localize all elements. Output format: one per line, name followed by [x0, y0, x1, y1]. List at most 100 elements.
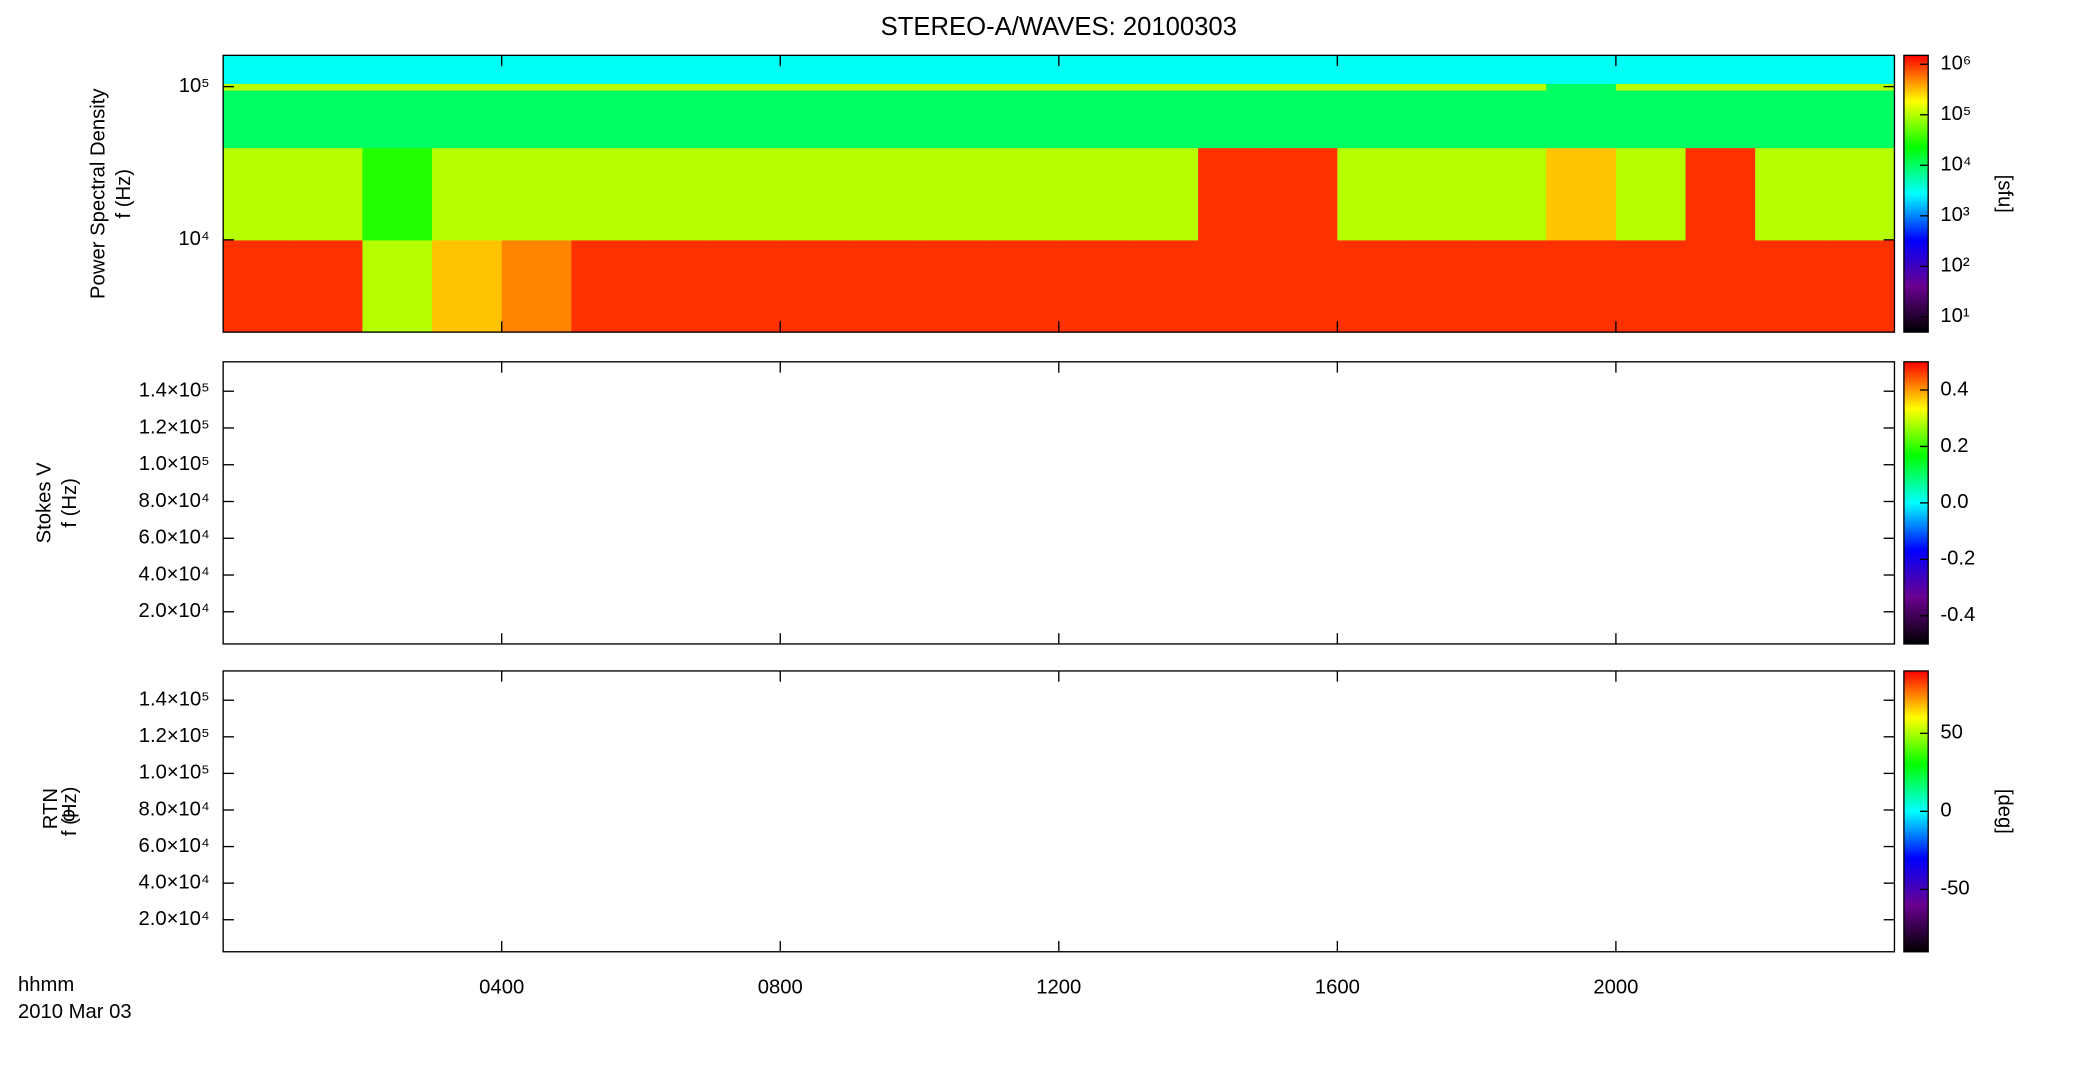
spectrogram-cell — [1128, 147, 1199, 241]
colorbar-tick-label: 10² — [1940, 255, 1970, 277]
spectrogram-cell — [1337, 239, 1408, 333]
spectrogram-cell — [1406, 239, 1478, 333]
spectrogram-cell — [571, 83, 642, 91]
y-axis-label-subscript: RTN — [40, 788, 62, 829]
spectrogram-cell — [1755, 83, 1826, 91]
spectrogram-cell — [919, 83, 990, 91]
spectrogram-cell — [362, 239, 433, 333]
spectrogram-cell — [1476, 83, 1547, 91]
spectrogram-cell — [362, 55, 433, 84]
colorbar-tick-label: -0.2 — [1940, 548, 1975, 570]
spectrogram-cell — [989, 83, 1060, 91]
y-axis-label: φ — [58, 809, 80, 822]
spectrogram-cell — [1685, 90, 1756, 149]
spectrogram-cell — [292, 239, 363, 333]
spectrogram-cell — [1337, 83, 1408, 91]
spectrogram-cell — [223, 147, 294, 241]
plot-frame — [222, 361, 1896, 645]
x-tick-label: 0400 — [479, 977, 524, 999]
spectrogram-cell — [1267, 83, 1338, 91]
spectrogram-cell — [292, 90, 363, 149]
y-tick-label: 1.0×10⁵ — [139, 762, 210, 784]
spectrogram-cell — [1476, 239, 1547, 333]
colorbar-tick-label: -0.4 — [1940, 604, 1975, 626]
colorbar-tick-label: 10⁴ — [1940, 154, 1971, 176]
spectrogram-cell — [710, 83, 781, 91]
colorbar-tick-label: 50 — [1940, 722, 1963, 744]
spectrogram-cell — [1128, 90, 1199, 149]
spectrogram-cell — [640, 239, 712, 333]
spectrogram-cell — [1128, 239, 1199, 333]
spectrogram-cell — [710, 239, 781, 333]
spectrogram-cell — [223, 239, 294, 333]
y-tick-label: 6.0×10⁴ — [138, 835, 209, 857]
spectrogram-cell — [571, 55, 642, 84]
colorbar-tick-label: 0.0 — [1940, 491, 1968, 513]
y-tick-label: 1.0×10⁵ — [139, 453, 210, 475]
spectrogram-cell — [1546, 55, 1617, 84]
spectrogram-cell — [362, 90, 433, 149]
colorbar-label: [deg] — [1993, 789, 2015, 834]
x-tick-label: 1600 — [1315, 977, 1360, 999]
spectrogram-cell — [1546, 90, 1617, 149]
spectrogram-cell — [571, 90, 642, 149]
spectrogram-cell — [362, 147, 433, 241]
spectrogram-cell — [223, 83, 294, 91]
spectrogram-cell — [1058, 55, 1129, 84]
spectrogram-cell — [1546, 83, 1617, 91]
spectrogram-cell — [1685, 147, 1756, 241]
y-tick-label: 8.0×10⁴ — [138, 490, 209, 512]
spectrogram-cell — [1476, 55, 1547, 84]
spectrogram-cell — [1058, 90, 1129, 149]
y-axis-label: f (Hz) — [113, 169, 135, 219]
spectrogram-cell — [501, 83, 572, 91]
spectrogram-cell — [919, 147, 990, 241]
spectrogram-cell — [501, 239, 572, 333]
y-tick-label: 1.4×10⁵ — [139, 689, 210, 711]
spectrogram-cell — [1058, 83, 1129, 91]
spectrogram-cell — [1128, 83, 1199, 91]
spectrogram-cell — [1755, 55, 1826, 84]
spectrogram-cell — [571, 147, 642, 241]
y-tick-label: 1.2×10⁵ — [139, 725, 210, 747]
spectrogram-cell — [1546, 239, 1617, 333]
spectrogram-cell — [1755, 147, 1826, 241]
spectrogram-cell — [1198, 90, 1269, 149]
spectrogram-cell — [292, 83, 363, 91]
spectrogram-cell — [1406, 55, 1478, 84]
spectrogram-cell — [223, 55, 294, 84]
colorbar-tick-label: 10⁵ — [1940, 103, 1971, 125]
spectrogram-cell — [432, 147, 503, 241]
y-tick-label: 6.0×10⁴ — [138, 527, 209, 549]
colorbar-tick-label: 10³ — [1940, 204, 1970, 226]
spectrogram-cell — [640, 90, 712, 149]
spectrogram-cell — [432, 55, 503, 84]
spectrogram-cell — [501, 55, 572, 84]
y-tick-label: 2.0×10⁴ — [138, 600, 209, 622]
spectrogram-cell — [1406, 147, 1478, 241]
spectrogram-cell — [1755, 90, 1826, 149]
spectrogram-cell — [1476, 90, 1547, 149]
colorbar — [1903, 54, 1929, 333]
spectrogram-cell — [710, 147, 781, 241]
y-axis-label: f (Hz) — [59, 478, 81, 527]
spectrogram-cell — [1198, 239, 1269, 333]
spectrogram-cell — [1476, 147, 1547, 241]
y-tick-label: 4.0×10⁴ — [138, 871, 209, 893]
spectrogram-cell — [1128, 55, 1199, 84]
spectrogram-cell — [1615, 147, 1687, 241]
spectrogram-cell — [223, 90, 294, 149]
spectrogram-cell — [1198, 55, 1269, 84]
spectrogram-cell — [1267, 55, 1338, 84]
spectrogram-cell — [1198, 147, 1269, 241]
spectrogram-cell — [1615, 83, 1687, 91]
spectrogram-cell — [849, 239, 921, 333]
spectrogram-cell — [1615, 239, 1687, 333]
spectrogram-cell — [1267, 90, 1338, 149]
spectrogram-cell — [1824, 239, 1895, 333]
spectrogram-cell — [1267, 147, 1338, 241]
colorbar-tick-label: 10¹ — [1940, 305, 1970, 327]
spectrogram-cell — [710, 55, 781, 84]
spectrogram-cell — [780, 55, 851, 84]
